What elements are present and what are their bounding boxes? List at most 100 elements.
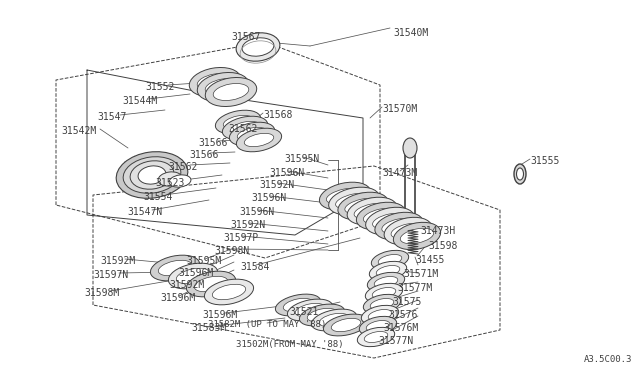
Ellipse shape — [130, 161, 174, 189]
Ellipse shape — [338, 192, 388, 220]
Text: 31523: 31523 — [156, 178, 185, 188]
Ellipse shape — [374, 276, 398, 288]
Ellipse shape — [138, 166, 166, 184]
Ellipse shape — [197, 73, 249, 102]
Ellipse shape — [223, 115, 253, 129]
Ellipse shape — [372, 213, 408, 229]
Ellipse shape — [319, 182, 371, 210]
Ellipse shape — [150, 255, 200, 281]
Text: 31577N: 31577N — [378, 336, 413, 346]
Text: 31562: 31562 — [168, 162, 198, 172]
Ellipse shape — [213, 84, 249, 100]
Text: 31595N: 31595N — [284, 154, 319, 164]
Ellipse shape — [368, 310, 392, 321]
Ellipse shape — [347, 197, 397, 225]
Ellipse shape — [295, 303, 324, 317]
Ellipse shape — [345, 198, 381, 214]
Text: 31547: 31547 — [97, 112, 127, 122]
Text: 31596M: 31596M — [202, 310, 237, 320]
Ellipse shape — [284, 298, 313, 312]
Ellipse shape — [205, 78, 241, 96]
Ellipse shape — [370, 298, 394, 310]
Ellipse shape — [375, 212, 423, 240]
Ellipse shape — [222, 116, 268, 140]
Ellipse shape — [364, 208, 399, 224]
Text: 31552: 31552 — [145, 82, 175, 92]
Text: 31562: 31562 — [228, 124, 258, 134]
Ellipse shape — [300, 304, 344, 326]
Ellipse shape — [391, 223, 425, 239]
Ellipse shape — [332, 318, 361, 332]
Text: 31596N: 31596N — [269, 168, 305, 178]
Text: 31473M: 31473M — [382, 168, 418, 178]
Ellipse shape — [394, 222, 440, 250]
Ellipse shape — [366, 321, 390, 331]
Ellipse shape — [195, 276, 228, 292]
Text: 31547N: 31547N — [127, 207, 163, 217]
Text: 31455: 31455 — [415, 255, 444, 265]
Ellipse shape — [197, 74, 233, 90]
Text: A3.5C00.3: A3.5C00.3 — [584, 355, 632, 364]
Ellipse shape — [376, 266, 400, 276]
Text: 31596N: 31596N — [252, 193, 287, 203]
Text: 31571M: 31571M — [403, 269, 438, 279]
Text: 31544M: 31544M — [122, 96, 157, 106]
Ellipse shape — [205, 77, 257, 106]
Text: 31540M: 31540M — [393, 28, 428, 38]
Ellipse shape — [212, 284, 246, 300]
Ellipse shape — [326, 188, 364, 204]
Text: 31521: 31521 — [289, 307, 319, 317]
Ellipse shape — [364, 331, 388, 343]
Ellipse shape — [365, 283, 403, 303]
Ellipse shape — [356, 202, 406, 230]
Text: 31592N: 31592N — [259, 180, 294, 190]
Ellipse shape — [335, 193, 372, 209]
Ellipse shape — [378, 254, 402, 266]
Ellipse shape — [359, 316, 397, 336]
Ellipse shape — [371, 250, 409, 270]
Ellipse shape — [169, 175, 191, 187]
Text: 31577M: 31577M — [397, 283, 432, 293]
Ellipse shape — [364, 294, 401, 314]
Ellipse shape — [323, 314, 369, 336]
Ellipse shape — [216, 110, 260, 134]
Ellipse shape — [168, 263, 218, 289]
Text: 31576M: 31576M — [383, 323, 419, 333]
Ellipse shape — [514, 164, 526, 184]
Ellipse shape — [189, 67, 241, 96]
Text: 31592M: 31592M — [100, 256, 136, 266]
Ellipse shape — [382, 218, 416, 234]
Ellipse shape — [158, 260, 192, 276]
Text: 31566: 31566 — [189, 150, 219, 160]
Text: 31566: 31566 — [198, 138, 228, 148]
Text: 31575: 31575 — [392, 297, 421, 307]
Text: 31596N: 31596N — [239, 207, 275, 217]
Ellipse shape — [116, 152, 188, 198]
Text: 31596M: 31596M — [179, 268, 214, 278]
Ellipse shape — [312, 309, 356, 331]
Ellipse shape — [403, 138, 417, 158]
Ellipse shape — [362, 305, 399, 325]
Text: 31592N: 31592N — [230, 220, 266, 230]
Ellipse shape — [237, 127, 267, 141]
Ellipse shape — [287, 299, 333, 321]
Ellipse shape — [369, 262, 406, 280]
Text: 31595M: 31595M — [186, 256, 221, 266]
Ellipse shape — [230, 121, 260, 135]
Ellipse shape — [176, 268, 210, 284]
Ellipse shape — [354, 203, 390, 219]
Ellipse shape — [384, 217, 432, 245]
Text: 31555: 31555 — [530, 156, 559, 166]
Ellipse shape — [204, 279, 253, 305]
Ellipse shape — [123, 157, 181, 193]
Text: 31597P: 31597P — [223, 233, 259, 243]
Ellipse shape — [329, 187, 380, 215]
Text: 31570M: 31570M — [382, 104, 417, 114]
Ellipse shape — [365, 207, 414, 235]
Text: 31592M: 31592M — [170, 280, 205, 290]
Ellipse shape — [372, 288, 396, 298]
Text: 31542M: 31542M — [61, 126, 97, 136]
Ellipse shape — [236, 128, 282, 152]
Text: 31598: 31598 — [428, 241, 458, 251]
Text: 31502M(FROM MAY '88): 31502M(FROM MAY '88) — [236, 340, 344, 349]
